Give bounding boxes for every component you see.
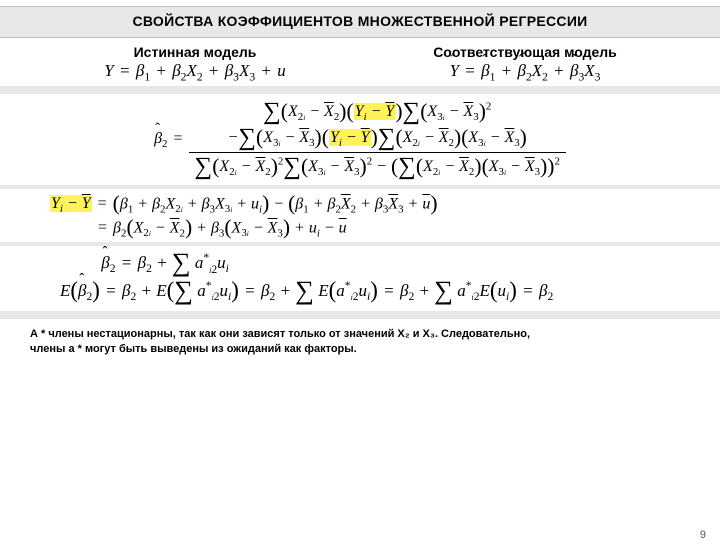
- beta2-sum-line: β2 = β2 + ∑ a*i2ui: [20, 249, 700, 277]
- true-model-col: Истинная модель Y = β1 + β2X2 + β3X3 + u: [30, 44, 360, 84]
- model-row: Истинная модель Y = β1 + β2X2 + β3X3 + u…: [0, 38, 720, 86]
- fitted-model-col: Соответствующая модель Y = β1 + β2X2 + β…: [360, 44, 690, 84]
- true-model-eqn: Y = β1 + β2X2 + β3X3 + u: [30, 62, 360, 84]
- true-model-header: Истинная модель: [30, 44, 360, 60]
- beta2-denominator: ∑(X2i − X2)2∑(X3i − X3)2 − (∑(X2i − X2)(…: [189, 153, 566, 180]
- page-title: СВОЙСТВА КОЭФФИЦИЕНТОВ МНОЖЕСТВЕННОЙ РЕГ…: [132, 13, 587, 29]
- yi-expansion-line2: = β2(X2i − X2) + β3(X3i − X3) + ui − u: [20, 216, 700, 240]
- yi-expansion-line1: Yi − Y = (β1 + β2X2i + β3X3i + ui) − (β1…: [20, 192, 700, 216]
- beta2-lhs: β2 =: [154, 130, 184, 147]
- expectation-line: E(β2) = β2 + E(∑ a*i2ui) = β2 + ∑ E(a*i2…: [20, 277, 700, 305]
- beta2-numerator: ∑(X2i − X2)(Yi − Y)∑(X3i − X3)2 −∑(X3i −…: [189, 99, 566, 153]
- beta2-fraction-section: β2 = ∑(X2i − X2)(Yi − Y)∑(X3i − X3)2 −∑(…: [0, 86, 720, 185]
- page-number: 9: [700, 529, 706, 541]
- yi-expansion-section: Yi − Y = (β1 + β2X2i + β3X3i + ui) − (β1…: [0, 185, 720, 243]
- footnote-line2: члены a * могут быть выведены из ожидани…: [30, 343, 357, 355]
- title-bar: СВОЙСТВА КОЭФФИЦИЕНТОВ МНОЖЕСТВЕННОЙ РЕГ…: [0, 6, 720, 38]
- beta2-fraction: ∑(X2i − X2)(Yi − Y)∑(X3i − X3)2 −∑(X3i −…: [189, 99, 566, 180]
- fitted-model-eqn: Y = β1 + β2X2 + β3X3: [360, 62, 690, 84]
- footnote-line1: А * члены нестационарны, так как они зав…: [30, 328, 530, 340]
- expectation-section: β2 = β2 + ∑ a*i2ui E(β2) = β2 + E(∑ a*i2…: [0, 242, 720, 310]
- footnote: А * члены нестационарны, так как они зав…: [0, 311, 720, 361]
- fitted-model-header: Соответствующая модель: [360, 44, 690, 60]
